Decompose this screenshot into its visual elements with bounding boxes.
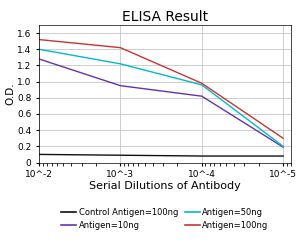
Control Antigen=100ng [281,154,285,158]
Y-axis label: O.D.: O.D. [6,82,16,105]
Antigen=50ng [200,83,203,86]
Antigen=50ng [118,62,122,65]
Title: ELISA Result: ELISA Result [122,10,208,24]
Antigen=100ng [118,46,122,49]
Control Antigen=100ng [200,154,203,158]
Antigen=100ng [37,38,41,41]
Antigen=10ng [118,84,122,87]
Antigen=100ng [200,82,203,85]
Legend: Control Antigen=100ng, Antigen=10ng, Antigen=50ng, Antigen=100ng: Control Antigen=100ng, Antigen=10ng, Ant… [61,208,268,230]
Antigen=10ng [37,58,41,60]
Line: Antigen=50ng: Antigen=50ng [39,49,283,146]
X-axis label: Serial Dilutions of Antibody: Serial Dilutions of Antibody [89,180,241,190]
Antigen=10ng [200,95,203,98]
Line: Control Antigen=100ng: Control Antigen=100ng [39,154,283,156]
Antigen=100ng [281,137,285,140]
Antigen=10ng [281,146,285,149]
Line: Antigen=100ng: Antigen=100ng [39,40,283,138]
Control Antigen=100ng [37,153,41,156]
Antigen=50ng [37,48,41,51]
Line: Antigen=10ng: Antigen=10ng [39,59,283,147]
Antigen=50ng [281,145,285,148]
Control Antigen=100ng [118,154,122,157]
